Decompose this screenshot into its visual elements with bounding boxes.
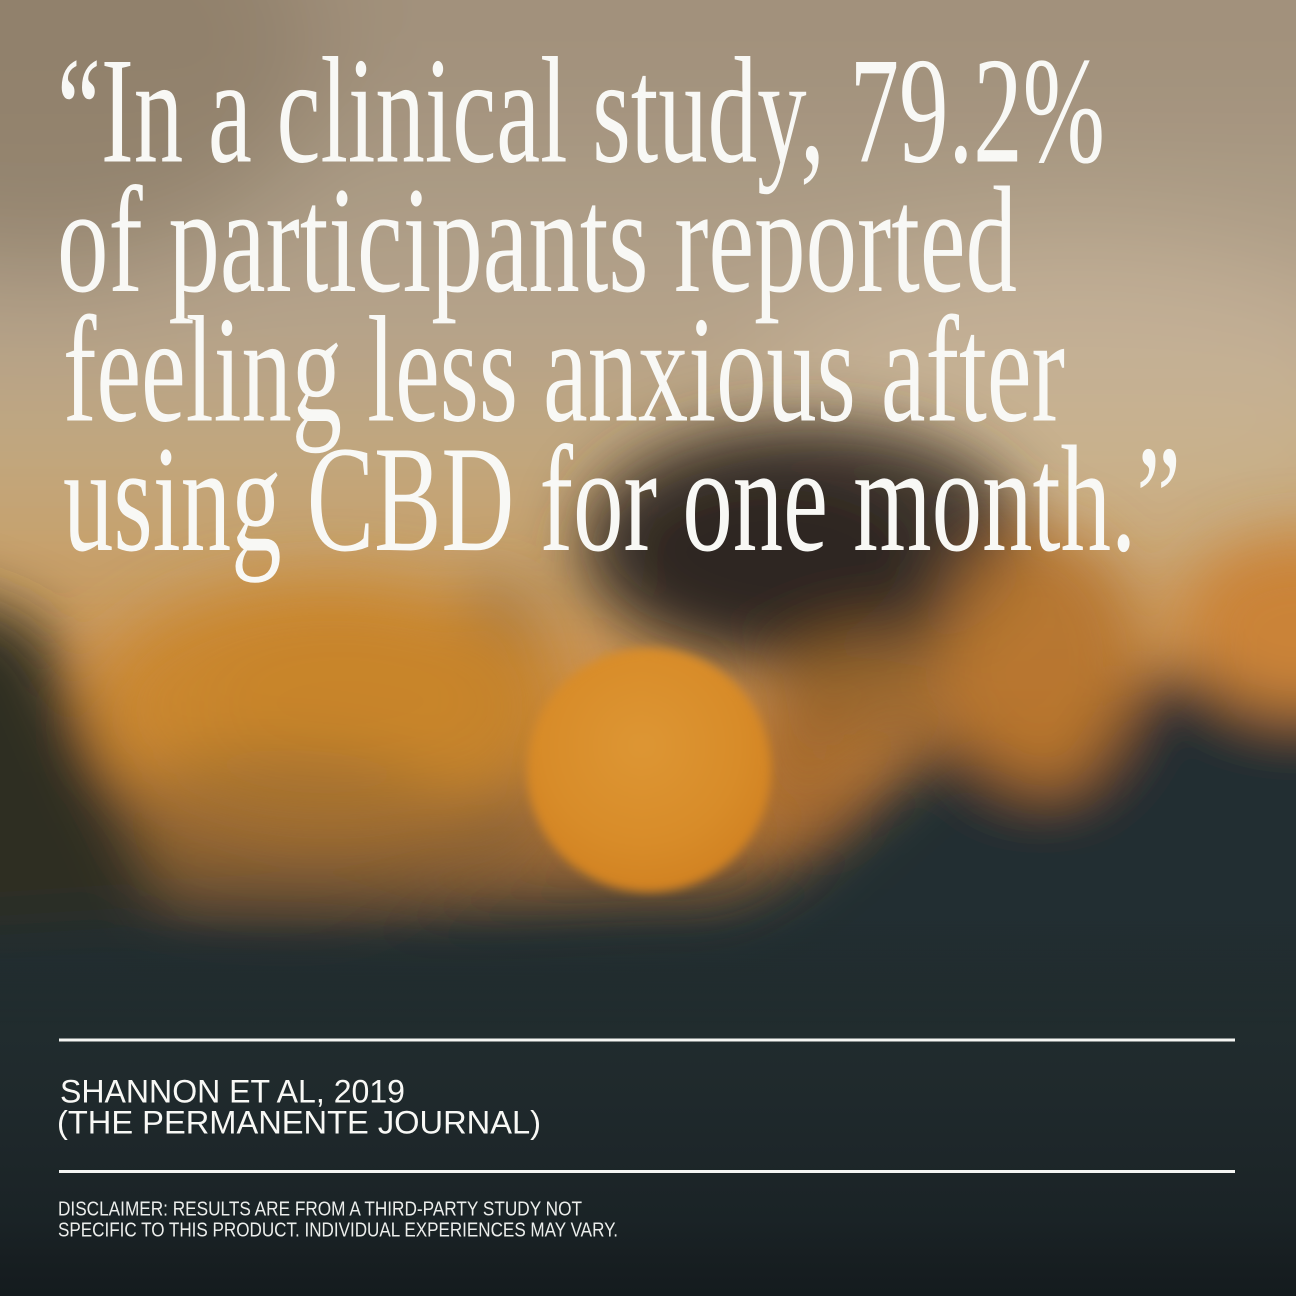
svg-text:feeling less anxious after: feeling less anxious after [63,286,1065,454]
svg-text:SHANNON ET AL, 2019: SHANNON ET AL, 2019 [60,1072,405,1109]
svg-text:“In a clinical study, 79.2%: “In a clinical study, 79.2% [57,27,1105,195]
svg-text:of participants reported: of participants reported [57,156,1017,324]
svg-text:DISCLAIMER: RESULTS ARE FROM A: DISCLAIMER: RESULTS ARE FROM A THIRD-PAR… [58,1199,582,1221]
svg-text:(THE PERMANENTE JOURNAL): (THE PERMANENTE JOURNAL) [57,1104,541,1141]
svg-text:using CBD for one month.”: using CBD for one month.” [63,415,1181,583]
svg-text:SPECIFIC TO THIS PRODUCT. INDI: SPECIFIC TO THIS PRODUCT. INDIVIDUAL EXP… [58,1220,618,1242]
